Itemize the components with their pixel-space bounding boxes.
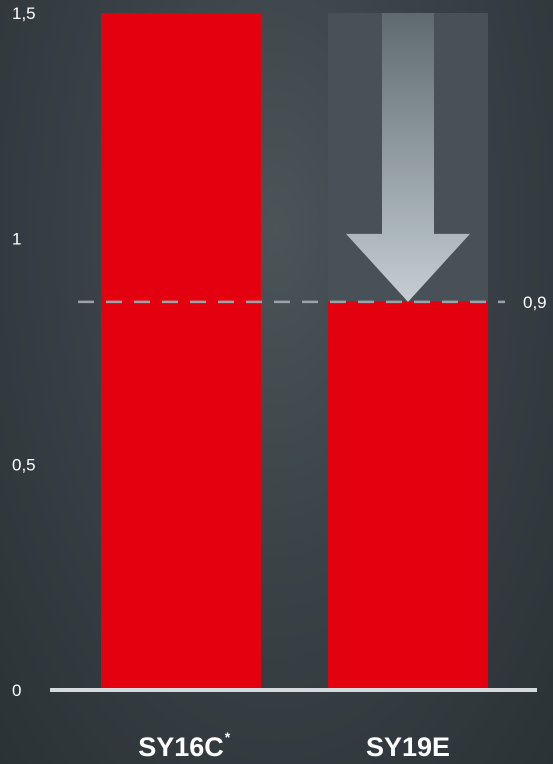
- bar-sy19e: [328, 302, 488, 690]
- y-tick-label: 1,5: [12, 4, 36, 23]
- category-superscript: *: [225, 729, 231, 745]
- y-tick-label: 1: [12, 230, 21, 249]
- bar-sy16c: [101, 13, 261, 690]
- y-tick-label: 0,5: [12, 455, 36, 474]
- category-label-sy19e: SY19E: [366, 732, 450, 762]
- category-label-sy16c: SY16C: [138, 732, 224, 762]
- reference-line-label: 0,9: [523, 293, 547, 312]
- y-tick-label: 0: [12, 681, 21, 700]
